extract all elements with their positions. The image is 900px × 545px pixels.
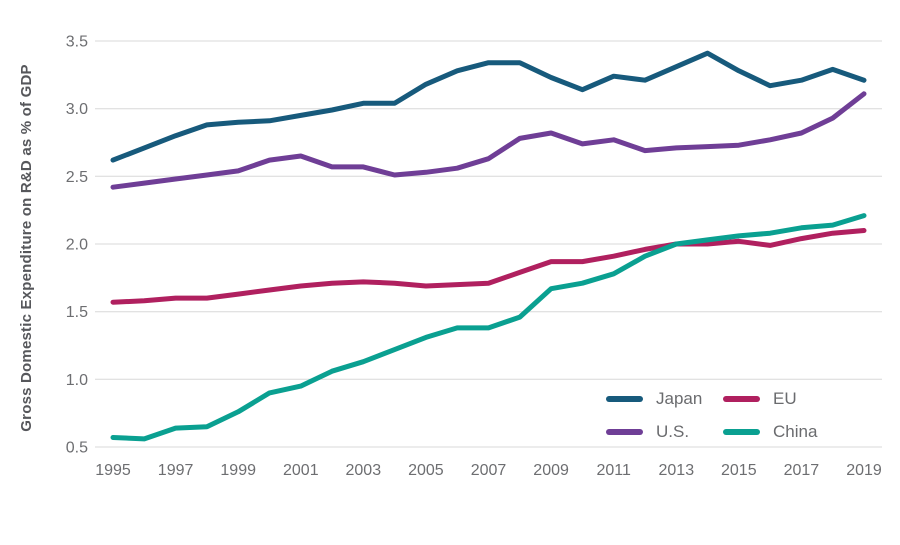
x-tick-label: 2017 <box>784 462 820 479</box>
legend-swatch-japan <box>606 396 643 402</box>
y-tick-label: 3.0 <box>66 101 88 118</box>
legend-swatch-us <box>606 429 643 435</box>
x-tick-label: 2007 <box>471 462 507 479</box>
legend-label-eu: EU <box>773 389 797 408</box>
legend-label-japan: Japan <box>656 389 703 408</box>
x-tick-label: 1999 <box>220 462 256 479</box>
x-tick-label: 1995 <box>95 462 131 479</box>
x-tick-label: 2013 <box>659 462 695 479</box>
y-tick-label: 2.0 <box>66 237 88 254</box>
y-tick-label: 3.5 <box>66 34 88 51</box>
legend-label-us: U.S. <box>656 422 690 441</box>
legend-swatch-eu <box>723 396 760 402</box>
x-tick-label: 2009 <box>533 462 569 479</box>
x-tick-label: 2001 <box>283 462 319 479</box>
legend-item-us: U.S. <box>606 422 723 442</box>
x-tick-label: 2011 <box>596 462 631 479</box>
legend-item-japan: Japan <box>606 389 723 409</box>
legend-item-eu: EU <box>723 389 817 409</box>
x-tick-label: 2015 <box>721 462 757 479</box>
legend-item-china: China <box>723 422 817 442</box>
x-tick-label: 2005 <box>408 462 444 479</box>
x-tick-label: 2003 <box>346 462 382 479</box>
y-tick-label: 2.5 <box>66 169 88 186</box>
line-china <box>110 213 867 442</box>
x-tick-label: 2019 <box>846 462 882 479</box>
legend: Japan EU U.S. China <box>606 389 817 442</box>
legend-label-china: China <box>773 422 818 441</box>
y-tick-label: 0.5 <box>66 440 88 457</box>
line-eu <box>110 228 867 305</box>
line-japan <box>110 50 867 163</box>
y-tick-label: 1.0 <box>66 372 88 389</box>
line-us <box>110 91 867 190</box>
legend-swatch-china <box>723 429 760 435</box>
y-tick-label: 1.5 <box>66 304 88 321</box>
x-tick-label: 1997 <box>158 462 194 479</box>
